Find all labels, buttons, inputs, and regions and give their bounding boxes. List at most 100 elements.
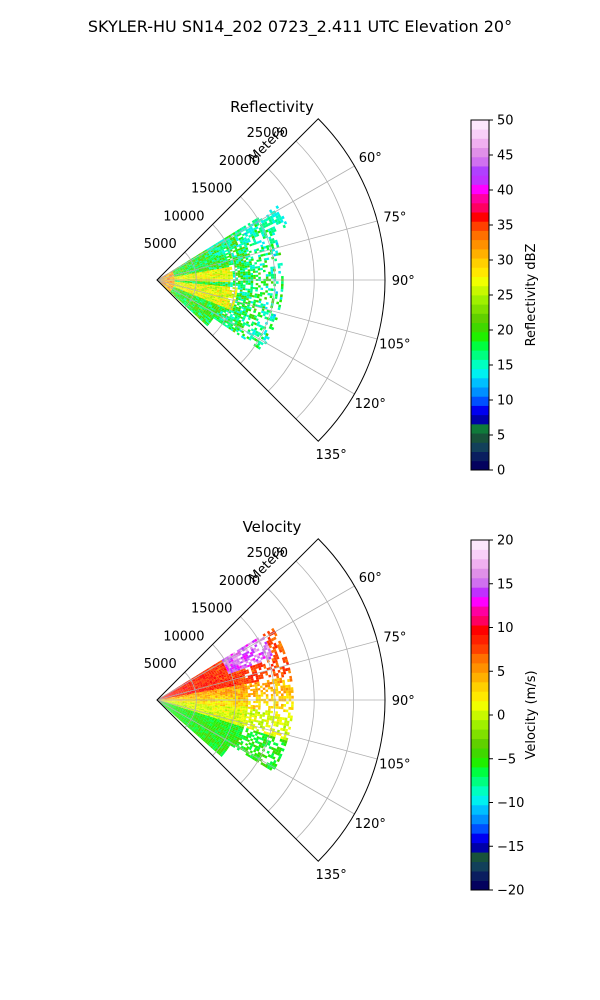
echo-cell — [247, 227, 251, 231]
echo-cell — [230, 737, 234, 741]
echo-cell — [200, 719, 204, 722]
echo-cell — [179, 299, 183, 302]
echo-cell — [244, 713, 248, 717]
echo-cell — [163, 275, 167, 277]
echo-cell — [239, 736, 244, 740]
echo-cell — [186, 293, 190, 296]
echo-cell — [220, 714, 224, 717]
echo-cell — [200, 713, 203, 716]
echo-cell — [178, 265, 181, 268]
echo-cell — [213, 265, 217, 268]
echo-cell — [166, 275, 169, 277]
echo-cell — [207, 286, 210, 289]
echo-cell — [199, 681, 202, 684]
echo-cell — [242, 267, 246, 271]
echo-cell — [247, 269, 251, 272]
echo-cell — [196, 721, 200, 724]
echo-cell — [262, 337, 267, 341]
echo-cell — [260, 281, 264, 284]
echo-cell — [176, 695, 180, 697]
echo-cell — [214, 251, 217, 254]
echo-cell — [196, 692, 200, 694]
echo-cell — [226, 668, 230, 672]
echo-cell — [171, 273, 174, 275]
echo-cell — [229, 291, 233, 294]
echo-cell — [251, 734, 255, 738]
echo-cell — [195, 254, 199, 257]
echo-cell — [284, 667, 289, 672]
echo-cell — [214, 725, 218, 728]
echo-cell — [181, 693, 185, 695]
echo-cell — [200, 305, 203, 309]
echo-cell — [171, 290, 174, 293]
echo-cell — [211, 687, 215, 689]
echo-cell — [166, 277, 170, 279]
echo-cell — [280, 703, 284, 707]
echo-cell — [199, 705, 203, 708]
echo-cell — [210, 698, 213, 700]
echo-cell — [270, 696, 274, 699]
echo-cell — [179, 284, 182, 286]
echo-cell — [245, 273, 249, 276]
echo-cell — [264, 641, 268, 645]
echo-cell — [176, 292, 179, 294]
echo-cell — [164, 696, 167, 698]
echo-cell — [212, 680, 216, 683]
echo-cell — [191, 693, 195, 695]
echo-cell — [206, 247, 210, 251]
echo-cell — [174, 696, 178, 698]
echo-cell — [170, 691, 173, 694]
echo-cell — [238, 718, 242, 721]
echo-cell — [202, 275, 206, 277]
echo-cell — [216, 307, 220, 310]
echo-cell — [227, 283, 231, 286]
echo-cell — [179, 701, 183, 703]
echo-cell — [267, 754, 272, 758]
echo-cell — [250, 258, 254, 261]
echo-cell — [238, 324, 242, 328]
echo-cell — [182, 280, 185, 282]
echo-cell — [238, 305, 242, 309]
echo-cell — [196, 708, 200, 710]
echo-cell — [164, 277, 167, 279]
colorbar-segment — [471, 396, 489, 406]
echo-cell — [264, 329, 268, 333]
echo-cell — [172, 700, 175, 702]
echo-cell — [203, 252, 207, 255]
echo-cell — [215, 728, 219, 732]
echo-cell — [254, 747, 258, 751]
echo-cell — [184, 696, 188, 698]
echo-cell — [236, 254, 240, 257]
echo-cell — [209, 259, 212, 262]
echo-cell — [204, 716, 208, 719]
echo-cell — [179, 711, 183, 713]
echo-cell — [206, 667, 210, 671]
echo-cell — [281, 281, 284, 284]
echo-cell — [257, 713, 260, 717]
echo-cell — [233, 724, 237, 727]
echo-cell — [186, 273, 190, 275]
echo-cell — [176, 274, 180, 276]
echo-cell — [182, 279, 185, 280]
echo-cell — [243, 695, 246, 698]
echo-cell — [224, 678, 228, 681]
echo-cell — [232, 658, 237, 661]
echo-cell — [285, 687, 289, 691]
echo-cell — [243, 225, 247, 229]
echo-cell — [209, 680, 213, 683]
echo-cell — [188, 294, 192, 297]
echo-cell — [203, 289, 207, 292]
echo-cell — [204, 675, 208, 678]
echo-cell — [275, 691, 279, 694]
echo-cell — [254, 713, 258, 716]
echo-cell — [169, 701, 173, 703]
echo-cell — [253, 638, 258, 642]
echo-cell — [225, 705, 228, 707]
echo-cell — [262, 219, 267, 223]
echo-cell — [187, 306, 190, 309]
echo-cell — [262, 655, 266, 660]
echo-cell — [208, 252, 212, 255]
echo-cell — [171, 276, 175, 278]
range-tick-label: 25000 — [247, 126, 288, 141]
echo-cell — [239, 667, 243, 670]
